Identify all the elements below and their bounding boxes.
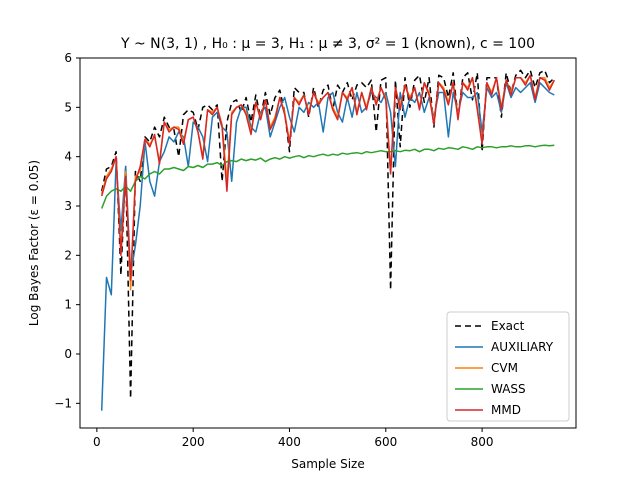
y-tick-label: 3: [64, 199, 72, 213]
x-tick-label: 800: [471, 435, 494, 449]
legend-box: [446, 311, 570, 422]
series-line-auxiliary: [100, 81, 555, 411]
legend-label-auxiliary: AUXILIARY: [491, 340, 554, 354]
x-axis-label: Sample Size: [291, 457, 364, 471]
y-tick-label: 4: [64, 150, 72, 164]
y-tick-label: −1: [54, 396, 72, 410]
y-tick-label: 0: [64, 347, 72, 361]
x-tick-label: 0: [93, 435, 101, 449]
y-tick-label: 6: [64, 51, 72, 65]
y-tick-label: 5: [64, 100, 72, 114]
chart-title: Y ~ N(3, 1) , H₀ : μ = 3, H₁ : μ ≠ 3, σ²…: [120, 36, 535, 52]
series-line-wass: [101, 144, 555, 209]
legend: Exact AUXILIARY CVM WASS MMD: [446, 311, 570, 422]
series-line-mmd: [100, 74, 555, 281]
y-tick-label: 2: [64, 248, 72, 262]
x-tick-label: 600: [374, 435, 397, 449]
plot-frame: [79, 57, 577, 429]
legend-label-exact: Exact: [491, 319, 525, 333]
legend-label-cvm: CVM: [491, 361, 518, 375]
legend-label-wass: WASS: [491, 382, 526, 396]
y-tick-label: 1: [64, 298, 72, 312]
x-tick-label: 200: [182, 435, 205, 449]
x-tick-label: 400: [278, 435, 301, 449]
y-axis-label: Log Bayes Factor (ε = 0.05): [27, 160, 41, 326]
legend-label-mmd: MMD: [491, 403, 521, 417]
series-line-exact: [100, 69, 555, 400]
